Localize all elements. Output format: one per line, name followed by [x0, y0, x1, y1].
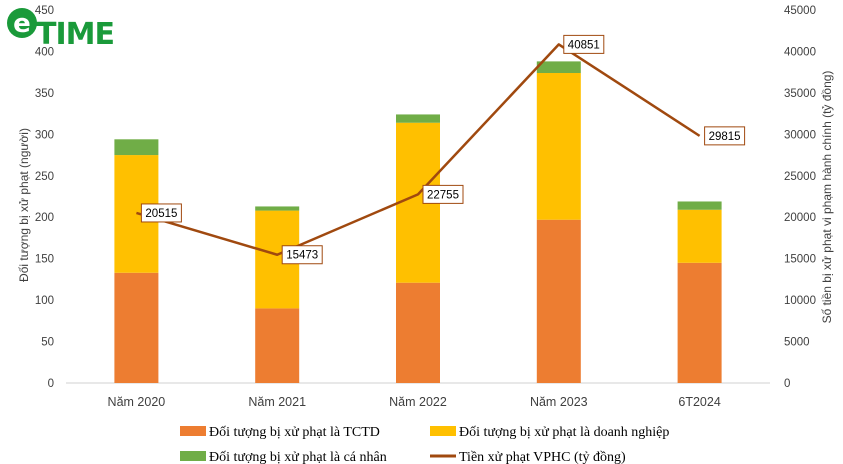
y-right-tick-label: 15000 — [784, 254, 816, 266]
x-category-label: Năm 2021 — [248, 395, 306, 409]
y-left-ticks: 0 50 100 150 200 250 300 350 400 450 — [35, 5, 54, 390]
bar-segment-ca-nhan — [677, 201, 722, 210]
y-left-tick-label: 400 — [35, 46, 54, 58]
y-right-tick-label: 0 — [784, 378, 790, 390]
x-category-label: Năm 2022 — [389, 395, 447, 409]
y-left-tick-label: 300 — [35, 129, 54, 141]
data-label-box — [422, 184, 464, 204]
data-label-text: 29815 — [709, 131, 741, 143]
legend-item-tctd: Đối tượng bị xử phạt là TCTD — [180, 425, 380, 440]
line-data-label: 40851 — [563, 34, 605, 54]
category-labels: Năm 2020 Năm 2021 Năm 2022 Năm 2023 6T2024 — [108, 395, 721, 409]
y-left-tick-label: 100 — [35, 295, 54, 307]
data-label-text: 40851 — [568, 39, 600, 51]
y-right-tick-label: 20000 — [784, 212, 816, 224]
line-data-label: 20515 — [140, 203, 182, 223]
legend-label-tien-xu-phat: Tiền xử phạt VPHC (tỷ đồng) — [459, 450, 626, 464]
bar-segment-ca-nhan — [255, 206, 300, 211]
legend-label-ca-nhan: Đối tượng bị xử phạt là cá nhân — [209, 450, 387, 464]
y-right-tick-label: 40000 — [784, 46, 816, 58]
y-right-ticks: 0 5000 10000 15000 20000 25000 30000 35000 40000… — [784, 5, 816, 390]
data-label-box — [704, 126, 746, 146]
legend-label-tctd: Đối tượng bị xử phạt là TCTD — [209, 425, 380, 440]
bar-segment-tctd — [255, 308, 300, 383]
data-label-text: 20515 — [145, 208, 177, 220]
y-left-tick-label: 450 — [35, 5, 54, 17]
bar-segment-tctd — [677, 262, 722, 383]
legend-swatch-ca-nhan — [180, 451, 206, 461]
legend-item-doanh-nghiep: Đối tượng bị xử phạt là doanh nghiệp — [430, 425, 669, 440]
legend-item-tien-xu-phat: Tiền xử phạt VPHC (tỷ đồng) — [430, 450, 626, 464]
line-data-labels: 20515 15473 22755 40851 29815 — [140, 34, 746, 265]
y-right-axis-title: Số tiền bị xử phạt vi phạm hành chính (t… — [820, 71, 834, 324]
bar-segment-tctd — [536, 219, 581, 383]
y-right-tick-label: 45000 — [784, 5, 816, 17]
legend-swatch-doanh-nghiep — [430, 426, 456, 436]
y-left-tick-label: 150 — [35, 254, 54, 266]
y-right-tick-label: 5000 — [784, 337, 810, 349]
line-series — [136, 43, 701, 256]
data-label-box — [140, 203, 182, 223]
x-category-label: Năm 2020 — [108, 395, 166, 409]
y-left-tick-label: 200 — [35, 212, 54, 224]
y-right-tick-label: 30000 — [784, 129, 816, 141]
y-left-axis-title: Đối tượng bị xử phạt (người) — [17, 128, 31, 282]
bar-segment-tctd — [114, 272, 159, 383]
logo-text: TIME — [36, 17, 114, 52]
legend-label-doanh-nghiep: Đối tượng bị xử phạt là doanh nghiệp — [459, 425, 669, 440]
legend-item-ca-nhan: Đối tượng bị xử phạt là cá nhân — [180, 450, 387, 464]
bars — [114, 61, 722, 383]
legend-swatch-tctd — [180, 426, 206, 436]
bar-segment-tctd — [396, 282, 440, 383]
line-data-label: 22755 — [422, 184, 464, 204]
data-label-box — [281, 245, 323, 265]
etime-logo: e TIME — [7, 8, 115, 52]
y-right-tick-label: 35000 — [784, 88, 816, 100]
bar-segment-doanh-nghiep — [536, 72, 581, 220]
bar-segment-ca-nhan — [536, 61, 581, 73]
line-data-label: 29815 — [704, 126, 746, 146]
line-tien-xu-phat — [136, 43, 701, 256]
line-data-label: 15473 — [281, 245, 323, 265]
data-label-text: 15473 — [286, 250, 318, 262]
logo-e-letter: e — [13, 9, 31, 39]
y-right-tick-label: 10000 — [784, 295, 816, 307]
x-category-label: Năm 2023 — [530, 395, 588, 409]
y-left-tick-label: 350 — [35, 88, 54, 100]
bar-segment-ca-nhan — [396, 114, 440, 123]
bar-segment-ca-nhan — [114, 139, 159, 156]
data-label-text: 22755 — [427, 189, 459, 201]
y-left-tick-label: 0 — [48, 378, 54, 390]
x-category-label: 6T2024 — [678, 395, 720, 409]
y-left-tick-label: 250 — [35, 171, 54, 183]
data-label-box — [563, 34, 605, 54]
bar-segment-doanh-nghiep — [677, 209, 722, 263]
legend: Đối tượng bị xử phạt là TCTD Đối tượng b… — [180, 425, 669, 464]
logo-e-circle — [7, 8, 37, 38]
y-left-tick-label: 50 — [41, 337, 54, 349]
y-right-tick-label: 25000 — [784, 171, 816, 183]
